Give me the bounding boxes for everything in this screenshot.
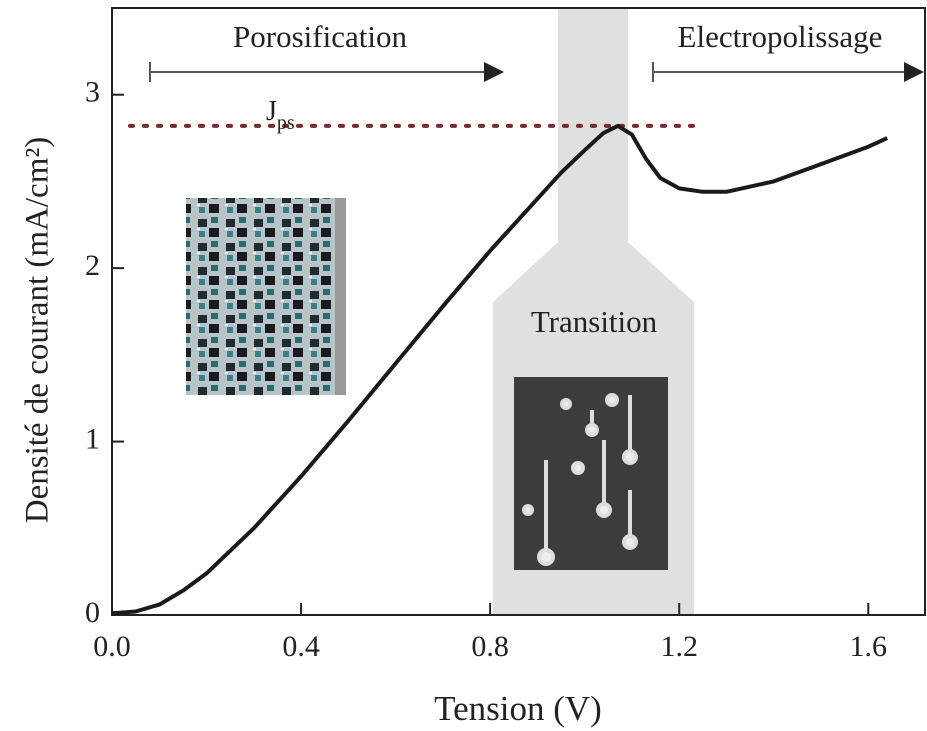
x-axis-label: Tension (V) [434, 689, 602, 728]
threshold-label-main: J [266, 96, 277, 127]
y-tick-label: 2 [85, 249, 100, 282]
y-tick-label: 0 [85, 596, 100, 629]
threshold-label-sub: ps [277, 112, 295, 134]
spikes-image [514, 377, 668, 570]
arrows [149, 62, 924, 82]
y-tick-label: 3 [85, 76, 100, 109]
annotation: Porosification [233, 19, 407, 54]
x-tick-label: 0.4 [282, 630, 320, 663]
x-tick-label: 0.8 [471, 630, 509, 663]
annotation: Transition [531, 304, 658, 339]
threshold-label: Jps [266, 96, 295, 133]
x-tick-label: 1.6 [850, 630, 888, 663]
porous-image [186, 198, 346, 395]
data-line [111, 123, 889, 616]
x-tick-label: 0.0 [93, 630, 131, 663]
annotation: Electropolissage [678, 19, 883, 54]
y-axis-label: Densité de courant (mA/cm²) [20, 137, 56, 524]
plot-frame [111, 7, 926, 616]
y-tick-label: 1 [85, 422, 100, 455]
x-tick-label: 1.2 [660, 630, 698, 663]
